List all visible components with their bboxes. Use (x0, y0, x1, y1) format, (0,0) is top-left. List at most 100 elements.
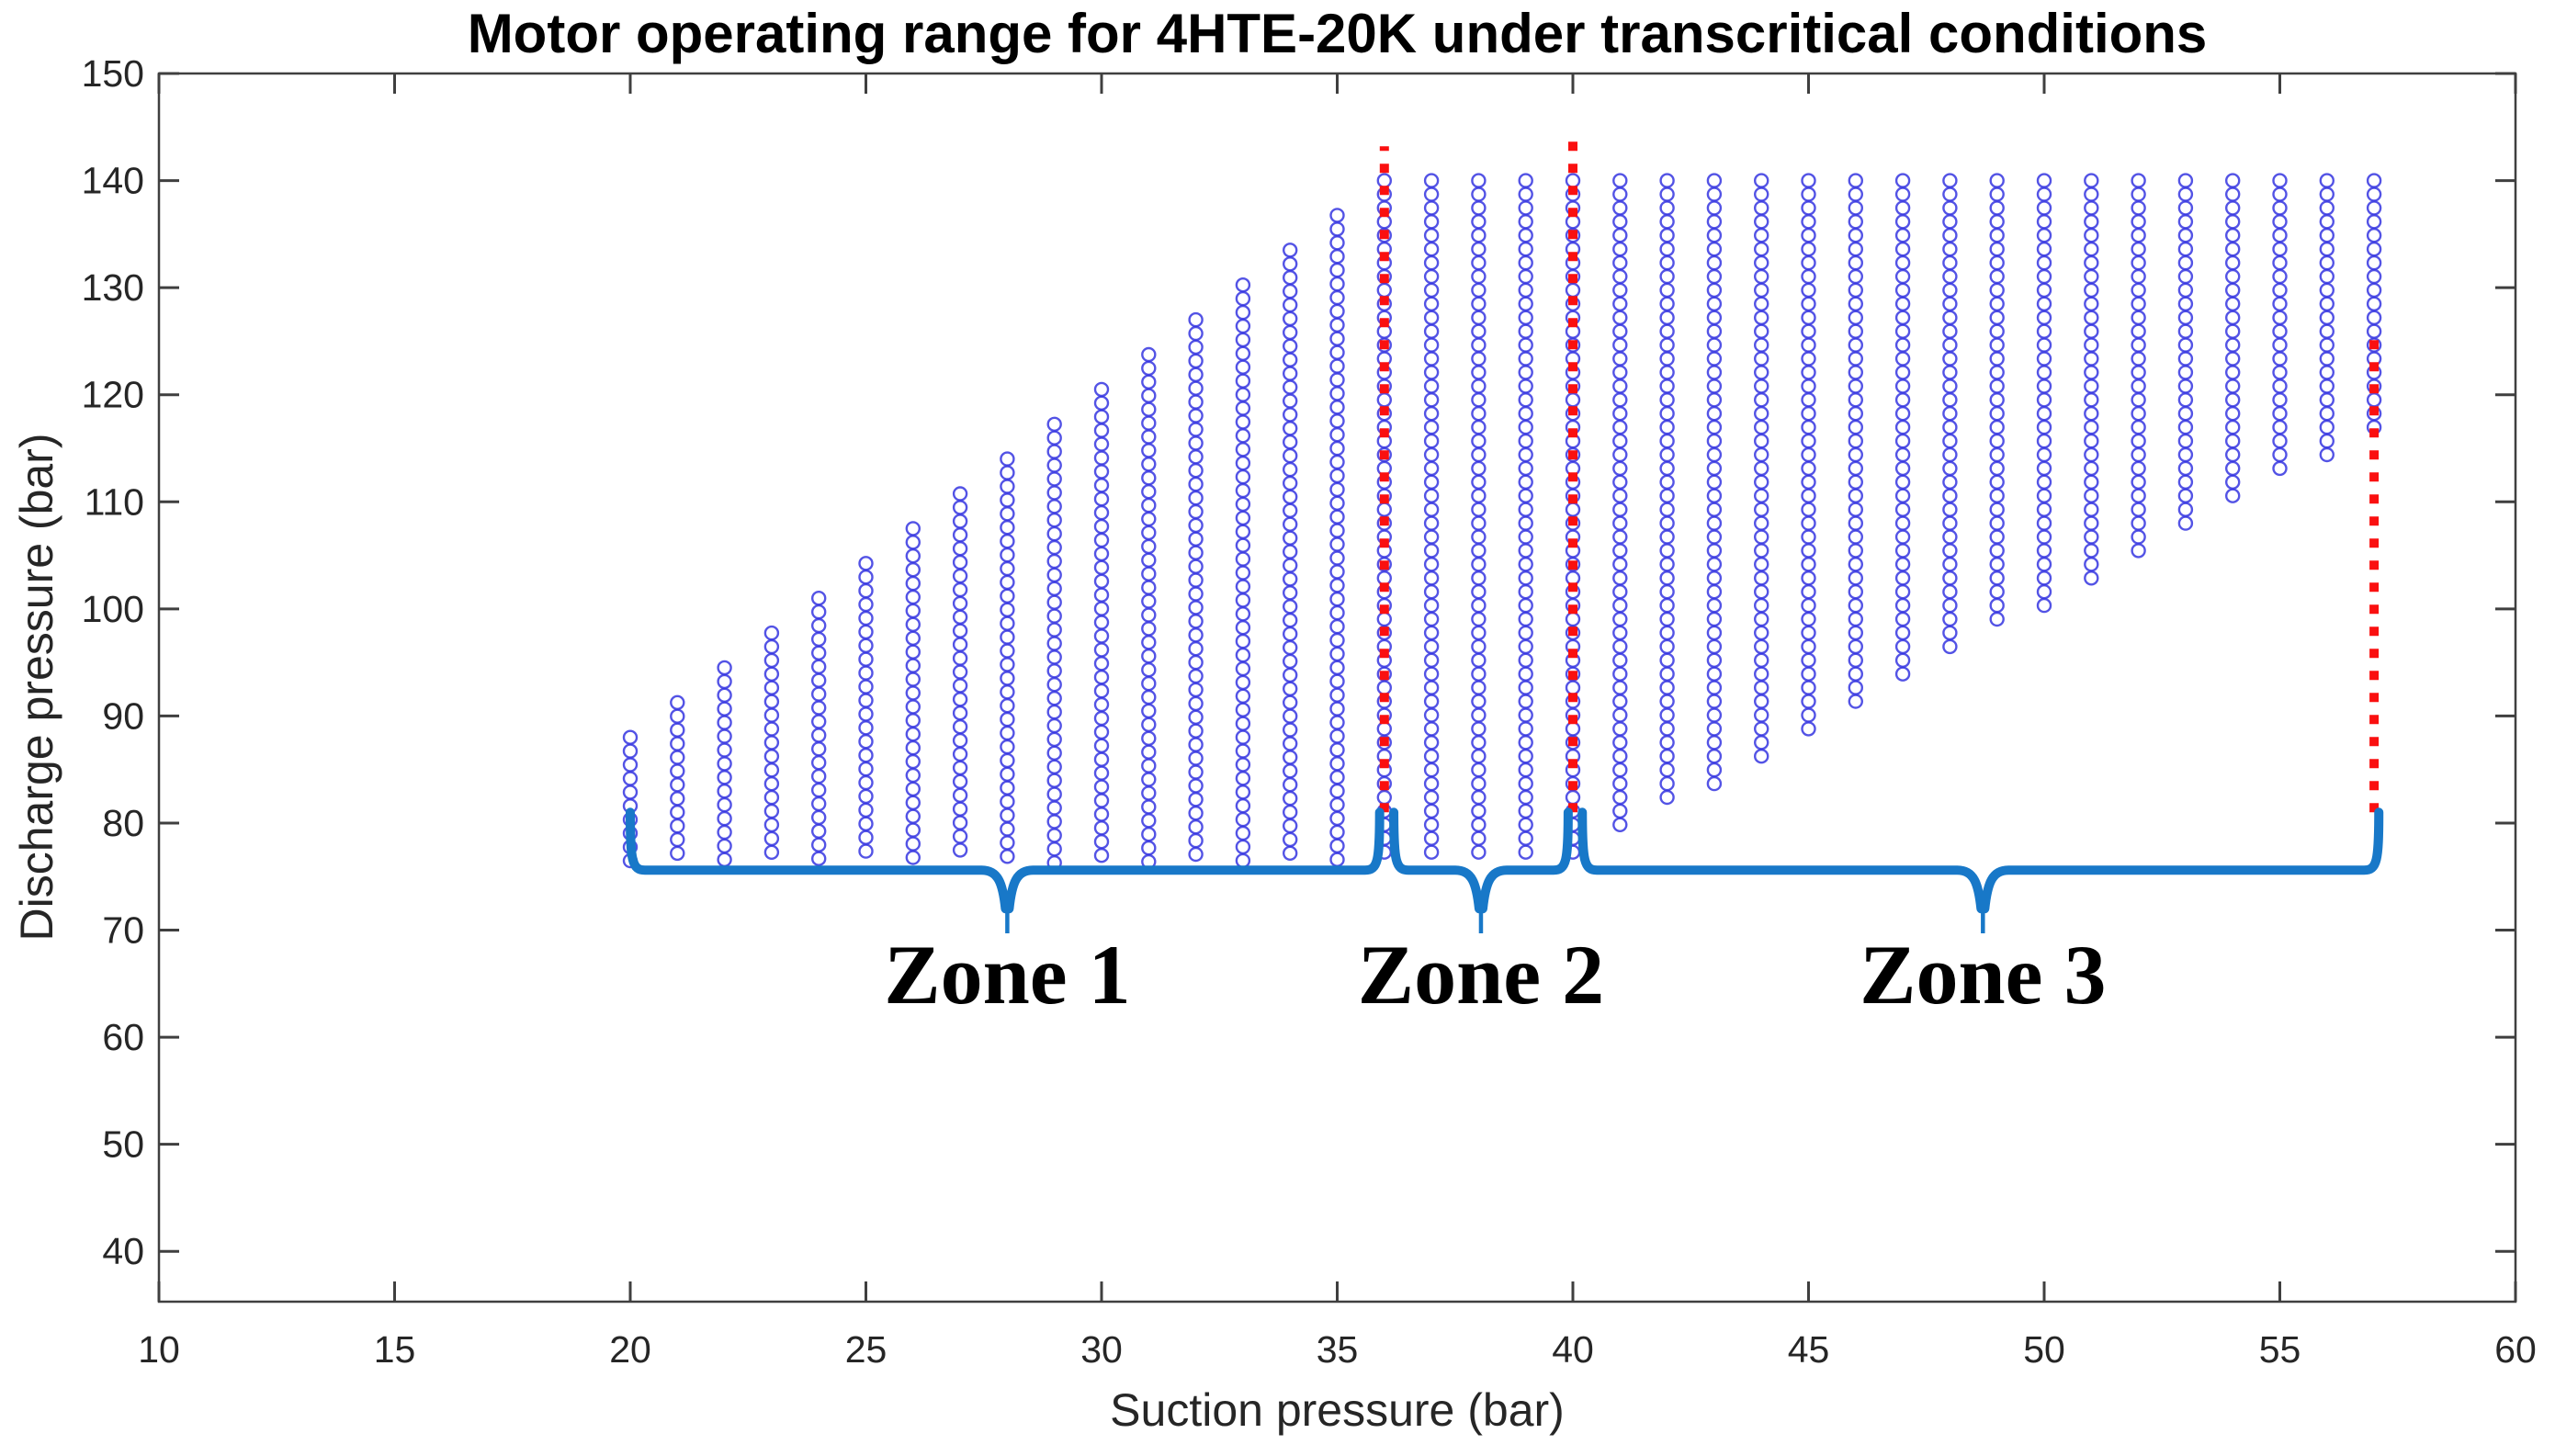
data-point (1000, 602, 1015, 617)
data-point (1093, 559, 1110, 575)
data-point (1942, 392, 1958, 408)
data-point (811, 672, 827, 688)
data-point (1989, 502, 2005, 517)
data-point (1518, 735, 1533, 751)
data-point (1659, 611, 1675, 627)
data-point (905, 822, 921, 838)
data-point (1141, 607, 1157, 623)
data-point (1423, 557, 1440, 572)
data-point (2131, 419, 2146, 435)
data-point (1141, 840, 1157, 856)
data-point (1282, 558, 1298, 573)
data-point (858, 582, 874, 599)
data-point (1518, 228, 1533, 243)
data-point (1093, 381, 1110, 398)
data-point (1518, 830, 1533, 846)
data-point (952, 637, 968, 652)
data-point (1141, 374, 1157, 389)
data-point (1518, 488, 1533, 503)
data-point (811, 768, 827, 784)
data-point (1093, 765, 1110, 781)
data-point (1801, 173, 1816, 188)
data-point (1518, 406, 1533, 422)
data-point (1753, 446, 1769, 463)
data-point (717, 728, 732, 744)
data-point (1801, 254, 1816, 271)
y-tick-label: 120 (82, 374, 144, 416)
data-point (1801, 242, 1816, 257)
data-point (905, 808, 921, 824)
data-point (1093, 587, 1110, 603)
data-point (1942, 254, 1958, 271)
data-point (1753, 680, 1769, 695)
data-point (1471, 433, 1487, 449)
data-point (1188, 792, 1204, 807)
data-point (1046, 636, 1062, 651)
data-point (1518, 721, 1533, 737)
data-point (2366, 282, 2382, 299)
data-point (1659, 584, 1675, 600)
data-point (1046, 691, 1062, 706)
data-point (1188, 819, 1204, 835)
data-point (1329, 783, 1345, 799)
data-point (1706, 488, 1723, 503)
data-point (1753, 419, 1769, 435)
data-point (2224, 351, 2241, 367)
data-point (2319, 446, 2335, 463)
x-tick-label: 55 (2259, 1328, 2301, 1371)
data-point (1989, 282, 2005, 299)
data-point (1659, 666, 1675, 682)
data-point (811, 617, 827, 634)
data-point (1188, 367, 1204, 382)
data-point (2084, 337, 2099, 353)
data-point (1235, 784, 1251, 800)
data-point (1423, 749, 1440, 764)
x-tick-label: 60 (2494, 1328, 2537, 1371)
data-point (1471, 419, 1487, 435)
data-point (1471, 214, 1487, 230)
data-point (1235, 729, 1251, 745)
data-point (1894, 296, 1911, 311)
data-point (1423, 200, 1440, 216)
data-point (2084, 228, 2099, 243)
data-point (1329, 796, 1345, 813)
data-point (1141, 813, 1157, 829)
data-point (952, 692, 968, 707)
data-point (1706, 242, 1723, 257)
y-tick-label: 40 (102, 1230, 144, 1272)
data-point (1989, 254, 2005, 271)
data-point (1423, 474, 1440, 490)
data-point (1518, 392, 1533, 408)
data-point (1235, 387, 1251, 402)
data-point (1471, 844, 1487, 860)
data-point (1282, 393, 1298, 409)
data-point (1612, 721, 1628, 737)
data-point (1093, 656, 1110, 672)
data-point (1423, 817, 1440, 832)
data-point (1659, 296, 1675, 311)
data-point (2177, 337, 2194, 353)
data-point (1471, 652, 1487, 668)
data-point (622, 771, 639, 786)
data-point (1801, 515, 1816, 531)
data-point (1989, 200, 2005, 216)
data-point (2131, 365, 2146, 380)
data-point (1046, 704, 1062, 720)
data-point (1423, 254, 1440, 271)
data-point (1423, 214, 1440, 230)
data-point (2224, 173, 2241, 188)
data-point (1093, 724, 1110, 740)
data-point (2131, 173, 2146, 188)
data-point (1188, 408, 1204, 423)
data-point (1659, 543, 1675, 559)
data-point (2036, 543, 2052, 559)
data-point (1329, 742, 1345, 758)
data-point (2272, 214, 2288, 230)
data-point (1423, 242, 1440, 257)
data-point (1894, 666, 1911, 682)
data-point (1518, 584, 1533, 600)
data-point (2319, 392, 2335, 408)
data-point (1046, 416, 1062, 432)
data-point (1188, 737, 1204, 752)
